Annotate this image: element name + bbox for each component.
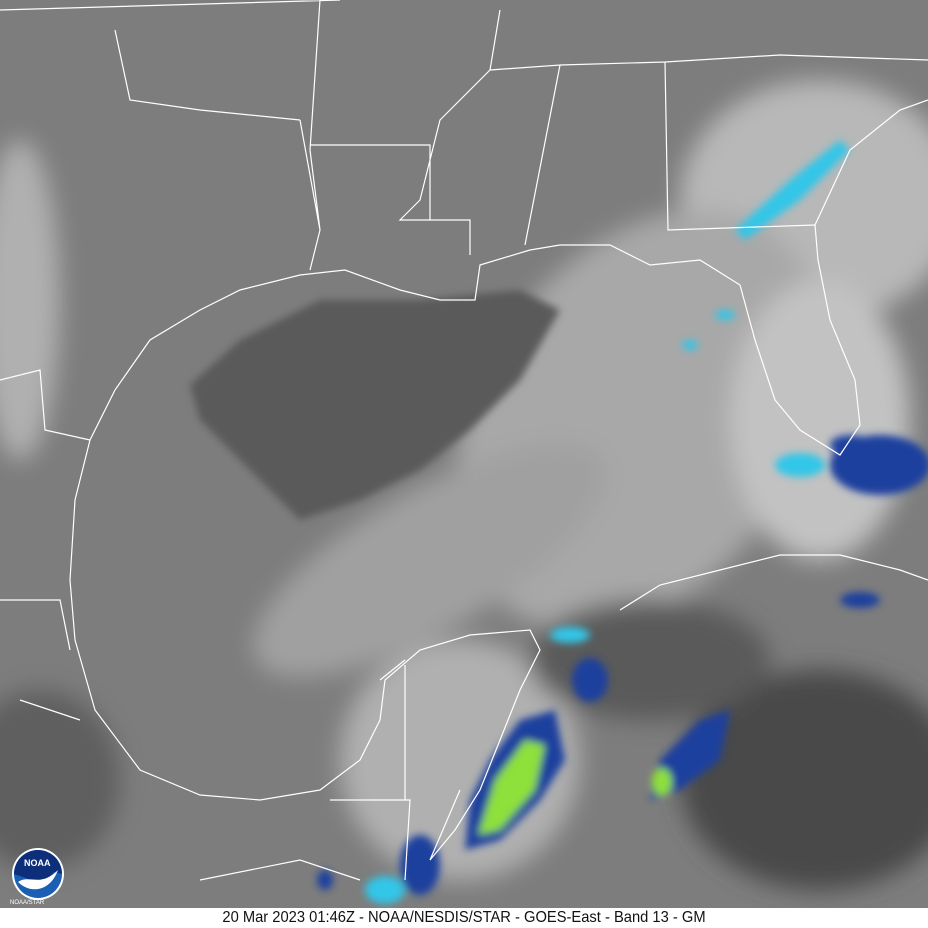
noaa-logo-text: NOAA — [24, 858, 51, 868]
convective-cells — [317, 140, 928, 904]
dry-gulf-region — [190, 290, 560, 520]
map-borders — [0, 0, 928, 881]
noaa-logo: NOAA NOAA/STAR — [10, 848, 66, 908]
cuba-coastline — [619, 554, 928, 611]
state-borders — [0, 0, 928, 271]
satellite-image — [0, 0, 928, 908]
country-borders — [0, 369, 461, 881]
noaa-star-text: NOAA/STAR — [10, 900, 45, 906]
image-caption: 20 Mar 2023 01:46Z - NOAA/NESDIS/STAR - … — [37, 908, 891, 928]
mexico-coastline — [69, 389, 541, 861]
noaa-logo-icon — [12, 848, 64, 900]
us-gulf-coastline — [114, 99, 928, 456]
